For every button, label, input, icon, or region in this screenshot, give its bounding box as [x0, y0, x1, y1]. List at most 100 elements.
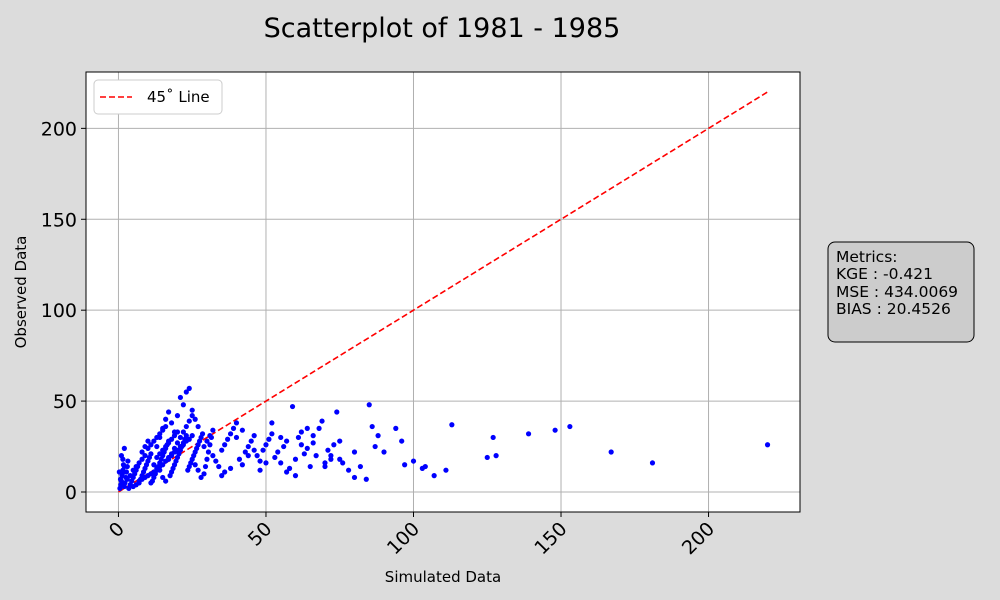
data-point: [213, 458, 219, 464]
y-tick-label: 200: [41, 118, 77, 140]
data-point: [269, 431, 275, 437]
data-point: [304, 445, 310, 451]
data-point: [136, 460, 142, 466]
data-point: [195, 423, 201, 430]
data-point: [130, 467, 136, 473]
y-axis-label: Observed Data: [12, 236, 30, 349]
data-point: [192, 416, 198, 422]
data-point: [180, 442, 186, 448]
data-point: [233, 434, 240, 441]
data-point: [443, 467, 449, 473]
data-point: [180, 429, 186, 435]
data-point: [189, 413, 195, 419]
data-point: [199, 431, 206, 437]
data-point: [372, 443, 378, 450]
data-point: [334, 409, 340, 415]
data-point: [304, 425, 310, 431]
plot-frame: [85, 71, 801, 513]
legend-label: 45˚ Line: [147, 88, 210, 106]
x-tick-label: 50: [244, 518, 277, 551]
data-point: [125, 458, 131, 464]
data-points: [116, 385, 771, 491]
data-point: [127, 473, 133, 479]
data-point: [222, 442, 228, 448]
data-point: [163, 458, 169, 464]
data-point: [160, 447, 166, 453]
data-point: [351, 449, 358, 455]
data-point: [257, 467, 263, 473]
x-axis-ticks: 0 50 100 150 200: [105, 512, 719, 559]
data-point: [266, 436, 272, 442]
data-point: [177, 434, 184, 441]
data-point: [201, 471, 207, 477]
data-point: [410, 458, 417, 464]
data-point: [183, 423, 189, 430]
legend: 45˚ Line: [93, 79, 223, 115]
data-point: [219, 447, 225, 453]
data-point: [201, 443, 207, 450]
data-point: [168, 420, 175, 426]
data-point: [205, 449, 212, 455]
x-tick-label: 0: [105, 518, 129, 542]
data-point: [139, 449, 145, 455]
data-point: [219, 473, 225, 479]
data-point: [120, 456, 126, 462]
data-point: [210, 427, 216, 433]
data-point: [310, 440, 316, 446]
data-point: [168, 436, 175, 442]
data-point: [292, 473, 299, 479]
data-point: [649, 460, 656, 466]
data-point: [363, 476, 369, 482]
data-point: [121, 445, 127, 451]
data-point: [375, 433, 381, 439]
data-point: [322, 460, 328, 466]
data-point: [278, 434, 284, 441]
data-point: [192, 462, 198, 468]
data-point: [239, 462, 245, 468]
x-tick-label: 150: [530, 518, 571, 559]
data-point: [422, 463, 428, 470]
data-point: [186, 418, 192, 424]
data-point: [251, 447, 257, 453]
data-point: [160, 462, 166, 468]
reference-line-group: [118, 91, 768, 493]
y-tick-label: 0: [65, 482, 77, 504]
data-point: [301, 451, 307, 457]
data-point: [186, 385, 192, 391]
data-point: [157, 431, 163, 437]
data-point: [322, 463, 328, 470]
data-point: [257, 458, 263, 464]
data-point: [183, 433, 189, 439]
data-point: [313, 453, 319, 459]
data-point: [207, 433, 213, 439]
y-tick-label: 150: [41, 209, 77, 231]
data-point: [227, 465, 234, 471]
data-point: [242, 449, 248, 455]
data-point: [608, 449, 614, 455]
data-point: [281, 443, 287, 450]
data-point: [163, 423, 169, 430]
data-point: [272, 454, 278, 461]
data-point: [402, 462, 408, 468]
data-point: [298, 429, 304, 435]
data-point: [331, 442, 337, 448]
data-point: [251, 433, 257, 439]
y-tick-label: 50: [53, 391, 77, 413]
data-point: [210, 453, 216, 459]
data-point: [357, 463, 363, 470]
data-point: [121, 463, 127, 470]
data-point: [316, 425, 322, 431]
data-point: [260, 447, 266, 453]
data-point: [148, 442, 154, 448]
data-point: [310, 433, 316, 439]
data-point: [204, 456, 210, 462]
data-point: [123, 469, 130, 475]
data-point: [166, 440, 172, 446]
data-point: [160, 427, 166, 433]
data-point: [202, 463, 209, 470]
data-point: [166, 409, 172, 415]
data-point: [154, 454, 160, 461]
data-point: [157, 451, 163, 457]
data-point: [163, 478, 169, 484]
